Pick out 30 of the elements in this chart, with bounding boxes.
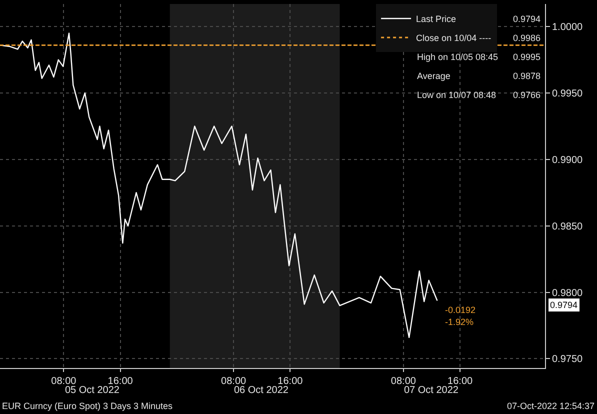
annotation: High on 10/05 08:45: [417, 52, 498, 62]
annotation: Average: [417, 71, 450, 81]
x-tick-label: 08:00: [221, 376, 247, 387]
y-tick-label: 0.9850: [552, 221, 584, 232]
annotation: 0.9766: [513, 90, 541, 100]
text: 07-Oct-2022 12:54:37: [507, 401, 595, 411]
annotation: -0.0192: [445, 305, 476, 315]
legend-label: Last Price: [416, 14, 456, 24]
y-tick-label: 0.9750: [552, 354, 584, 366]
text: EUR Curncy (Euro Spot) 3 Days 3 Minutes: [2, 401, 174, 411]
text: 05 Oct 2022: [65, 385, 120, 396]
x-tick-label: 16:00: [278, 376, 304, 387]
annotation: 0.9794: [513, 14, 541, 24]
text: 07 Oct 2022: [404, 385, 459, 396]
text: 0.9794: [550, 300, 578, 310]
text: 06 Oct 2022: [234, 385, 289, 396]
annotation: 0.9995: [513, 52, 541, 62]
x-tick-label: 08:00: [51, 376, 77, 387]
x-tick-label: 16:00: [448, 376, 474, 387]
y-tick-label: 0.9900: [552, 154, 584, 166]
y-tick-label: 0.9800: [552, 288, 584, 299]
y-tick-label: 0.9950: [552, 88, 584, 100]
x-tick-label: 08:00: [390, 376, 416, 387]
annotation: 0.9986: [513, 33, 541, 43]
x-tick-label: 16:00: [108, 376, 134, 387]
annotation: -1.92%: [445, 317, 474, 327]
ref-line-label: Close on 10/04 ----: [416, 33, 492, 44]
y-tick-label: 1.0000: [552, 22, 584, 34]
annotation: Low on 10/07 08:48: [417, 90, 496, 100]
annotation: 0.9878: [513, 71, 541, 81]
